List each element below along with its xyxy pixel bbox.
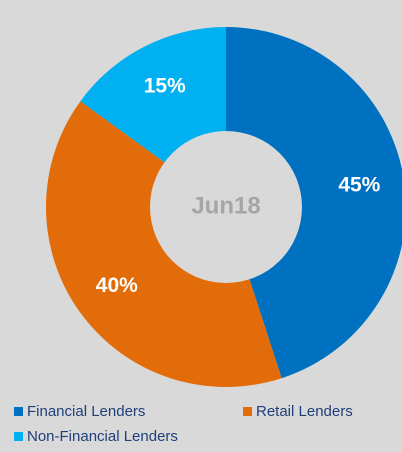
- legend-label: Financial Lenders: [27, 403, 145, 420]
- value-label: 45%: [338, 173, 380, 196]
- legend-swatch: [14, 407, 23, 416]
- legend-swatch: [14, 432, 23, 441]
- donut-slice: [226, 27, 402, 379]
- value-label: 40%: [96, 274, 138, 297]
- center-label: Jun18: [191, 192, 260, 219]
- legend-label: Non-Financial Lenders: [27, 428, 178, 445]
- donut-hole: [150, 131, 302, 283]
- legend-label: Retail Lenders: [256, 403, 353, 420]
- value-label: 15%: [144, 74, 186, 97]
- legend-swatch: [243, 407, 252, 416]
